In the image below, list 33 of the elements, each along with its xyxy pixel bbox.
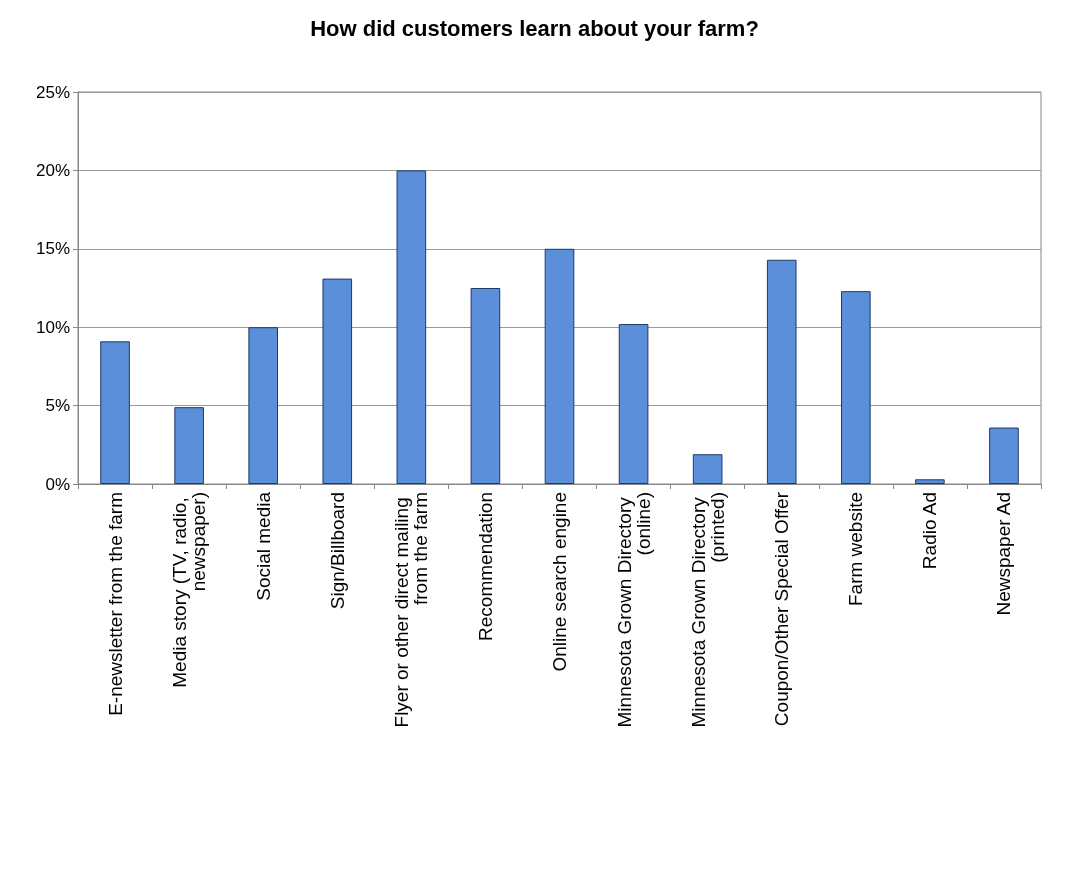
bar: [100, 341, 130, 484]
x-tick-label: Newspaper Ad: [993, 492, 1015, 616]
bar: [248, 327, 279, 484]
bar: [174, 407, 204, 484]
y-tick-label: 20%: [35, 160, 70, 180]
bar: [766, 259, 797, 484]
x-tick-label: Social media: [252, 491, 274, 601]
bar: [915, 479, 945, 484]
x-tick-label: Media story (TV, radio, newspaper): [169, 492, 210, 688]
bar: [544, 248, 575, 484]
bar: [470, 288, 501, 484]
x-tick-label: Recommendation: [474, 492, 496, 641]
y-tick-label: 25%: [35, 82, 70, 102]
bar: [618, 324, 649, 484]
bar: [322, 278, 353, 484]
y-tick-label: 15%: [35, 239, 70, 259]
x-tick-label: Coupon/Other Special Offer: [771, 491, 793, 727]
x-tick-label: Flyer or other direct mailing from the farm: [391, 492, 432, 728]
bar: [396, 170, 427, 484]
x-tick-label: E-newsletter from the farm: [104, 492, 126, 716]
x-tick-label: Sign/Billboard: [326, 492, 348, 610]
x-tick-label: Online search engine: [549, 492, 570, 672]
bar: [840, 291, 871, 484]
y-tick-label: 0%: [45, 474, 70, 494]
bar: [692, 454, 723, 484]
x-tick-label: Farm website: [845, 492, 867, 607]
y-tick-label: 10%: [35, 317, 70, 337]
chart-title: How did customers learn about your farm?: [310, 15, 759, 41]
x-tick-label: Minnesota Grown Directory (printed): [687, 492, 728, 728]
y-tick-label: 5%: [45, 396, 70, 416]
x-tick-label: Radio Ad: [919, 492, 941, 570]
bar: [989, 427, 1019, 484]
x-tick-label: Minnesota Grown Directory (online): [613, 492, 654, 728]
